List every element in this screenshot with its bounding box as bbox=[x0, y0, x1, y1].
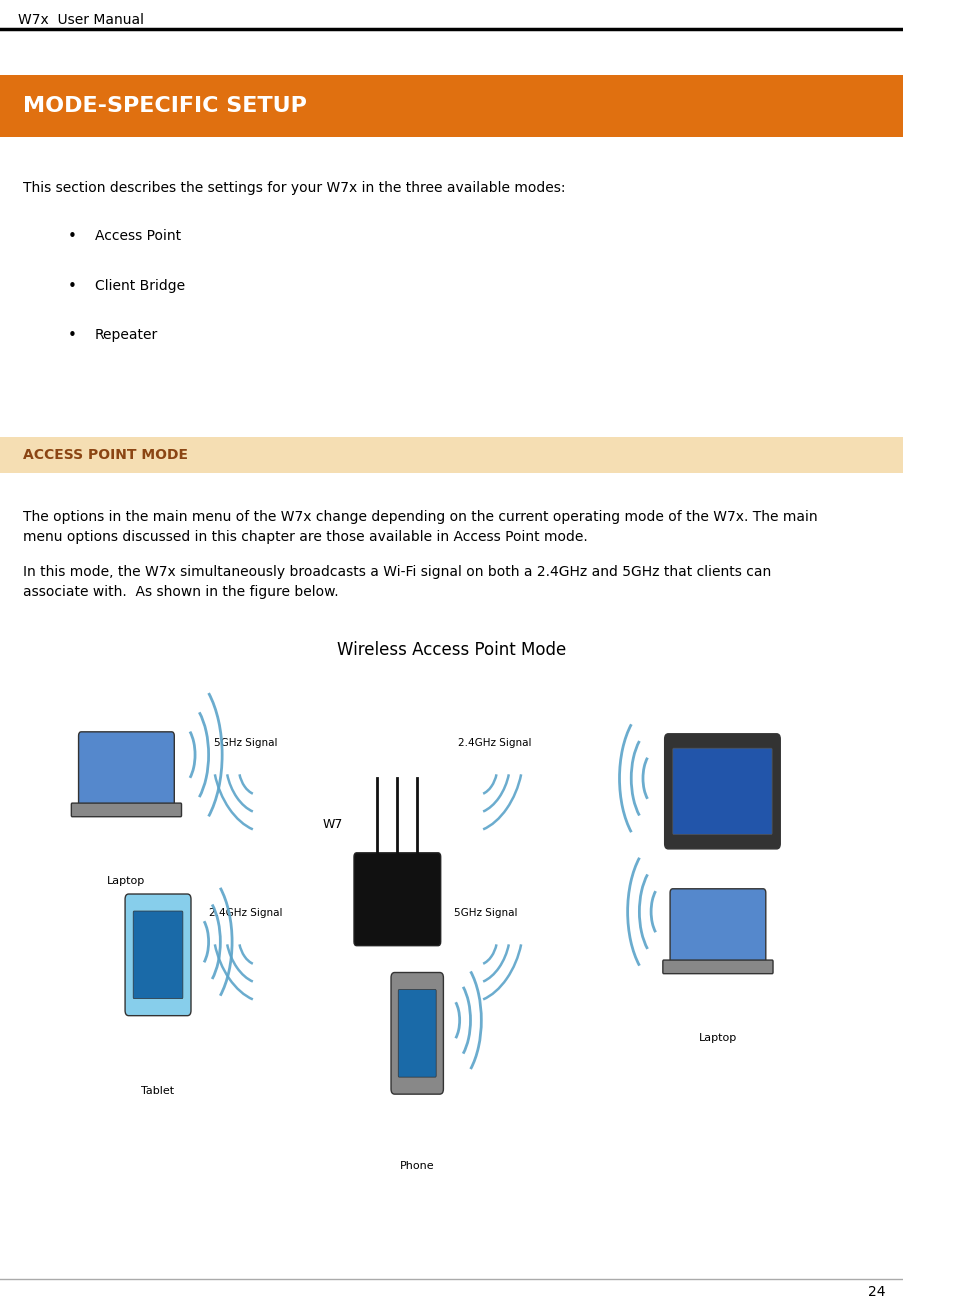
Text: •: • bbox=[68, 229, 76, 243]
FancyBboxPatch shape bbox=[0, 437, 903, 473]
FancyBboxPatch shape bbox=[133, 910, 183, 999]
FancyBboxPatch shape bbox=[673, 748, 772, 835]
FancyBboxPatch shape bbox=[0, 75, 903, 137]
Text: Tablet: Tablet bbox=[141, 1086, 175, 1096]
Text: Access Point: Access Point bbox=[95, 229, 181, 243]
Text: 5GHz Signal: 5GHz Signal bbox=[214, 738, 278, 748]
Text: This section describes the settings for your W7x in the three available modes:: This section describes the settings for … bbox=[22, 181, 565, 195]
FancyBboxPatch shape bbox=[78, 732, 174, 808]
Text: W7x  User Manual: W7x User Manual bbox=[18, 13, 144, 26]
Text: Laptop: Laptop bbox=[699, 1033, 737, 1044]
Text: Wireless Access Point Mode: Wireless Access Point Mode bbox=[337, 641, 566, 659]
Text: •: • bbox=[68, 279, 76, 293]
Text: The options in the main menu of the W7x change depending on the current operatin: The options in the main menu of the W7x … bbox=[22, 510, 817, 544]
Text: In this mode, the W7x simultaneously broadcasts a Wi-Fi signal on both a 2.4GHz : In this mode, the W7x simultaneously bro… bbox=[22, 565, 771, 599]
FancyBboxPatch shape bbox=[125, 895, 191, 1015]
Text: Touch Panel: Touch Panel bbox=[689, 916, 755, 926]
Text: 5GHz Signal: 5GHz Signal bbox=[454, 908, 517, 918]
Text: Client Bridge: Client Bridge bbox=[95, 279, 185, 293]
FancyBboxPatch shape bbox=[354, 853, 441, 946]
FancyBboxPatch shape bbox=[662, 960, 773, 973]
Text: 2.4GHz Signal: 2.4GHz Signal bbox=[458, 738, 532, 748]
Text: ACCESS POINT MODE: ACCESS POINT MODE bbox=[22, 449, 188, 462]
FancyBboxPatch shape bbox=[670, 889, 766, 965]
Text: •: • bbox=[68, 328, 76, 343]
Text: Phone: Phone bbox=[400, 1162, 434, 1171]
Text: 2.4GHz Signal: 2.4GHz Signal bbox=[209, 908, 282, 918]
FancyBboxPatch shape bbox=[72, 803, 182, 816]
Text: W7: W7 bbox=[323, 818, 343, 831]
Text: 24: 24 bbox=[867, 1286, 885, 1299]
FancyBboxPatch shape bbox=[391, 973, 444, 1093]
FancyBboxPatch shape bbox=[398, 989, 436, 1078]
FancyBboxPatch shape bbox=[664, 734, 780, 849]
Text: Laptop: Laptop bbox=[107, 876, 146, 887]
Text: Repeater: Repeater bbox=[95, 328, 158, 343]
Text: MODE-SPECIFIC SETUP: MODE-SPECIFIC SETUP bbox=[22, 95, 307, 116]
